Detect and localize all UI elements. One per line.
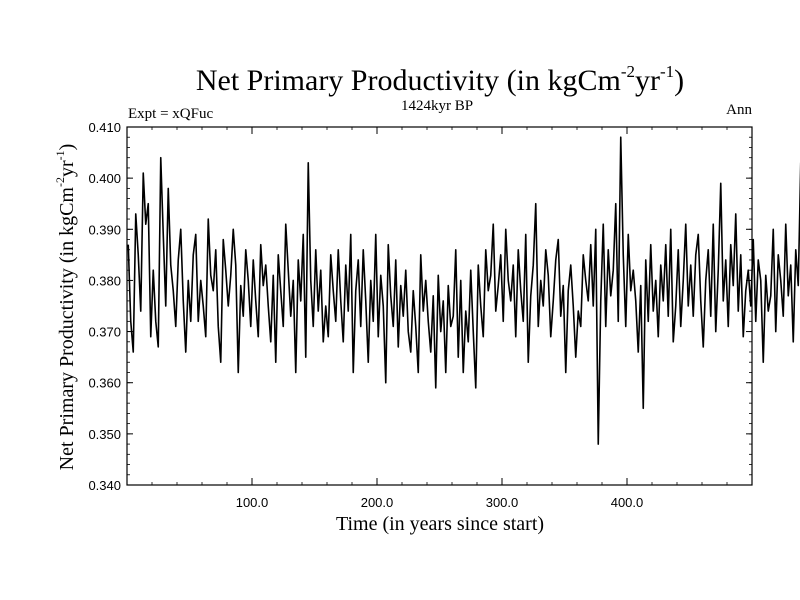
axis-ticks: 0.340 0.350 0.360 0.370 0.380 0.390 0.400 0.410… xyxy=(88,120,752,510)
y-tick-label: 0.370 xyxy=(88,325,121,340)
chart-title: Net Primary Productivity (in kgCm-2yr-1) xyxy=(196,62,684,97)
y-tick-label: 0.360 xyxy=(88,376,121,391)
y-tick-label: 0.350 xyxy=(88,427,121,442)
series-layer xyxy=(127,136,800,445)
x-tick-label: 300.0 xyxy=(486,495,519,510)
x-tick-label: 100.0 xyxy=(236,495,269,510)
plot-frame xyxy=(126,126,753,486)
y-tick-label: 0.380 xyxy=(88,273,121,288)
y-tick-label: 0.410 xyxy=(88,120,121,135)
season-label: Ann xyxy=(726,102,752,118)
y-tick-label: 0.400 xyxy=(88,171,121,186)
series-line-npp xyxy=(127,136,800,445)
x-tick-label: 400.0 xyxy=(611,495,644,510)
y-tick-label: 0.340 xyxy=(88,478,121,493)
experiment-label: Expt = xQFuc xyxy=(128,106,213,122)
chart-subtitle: 1424kyr BP xyxy=(401,98,473,114)
x-tick-label: 200.0 xyxy=(361,495,394,510)
x-axis-label: Time (in years since start) xyxy=(336,513,544,535)
y-axis-label: Net Primary Productivity (in kgCm-2yr-1) xyxy=(53,144,78,471)
y-tick-label: 0.390 xyxy=(88,222,121,237)
